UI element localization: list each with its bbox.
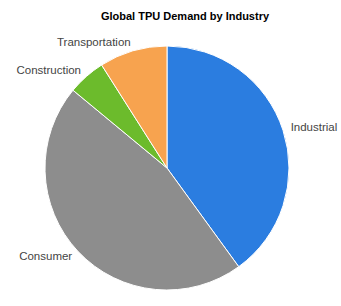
slice-label: Industrial [291,121,338,133]
slices [45,46,289,290]
slice-label: Construction [16,64,81,76]
title: Global TPU Demand by Industry [101,10,270,22]
slice [102,46,167,168]
slice-label: Transportation [57,36,131,48]
chart: Global TPU Demand by Industry Industrial C… [0,0,341,306]
slice-label: Consumer [19,250,72,262]
